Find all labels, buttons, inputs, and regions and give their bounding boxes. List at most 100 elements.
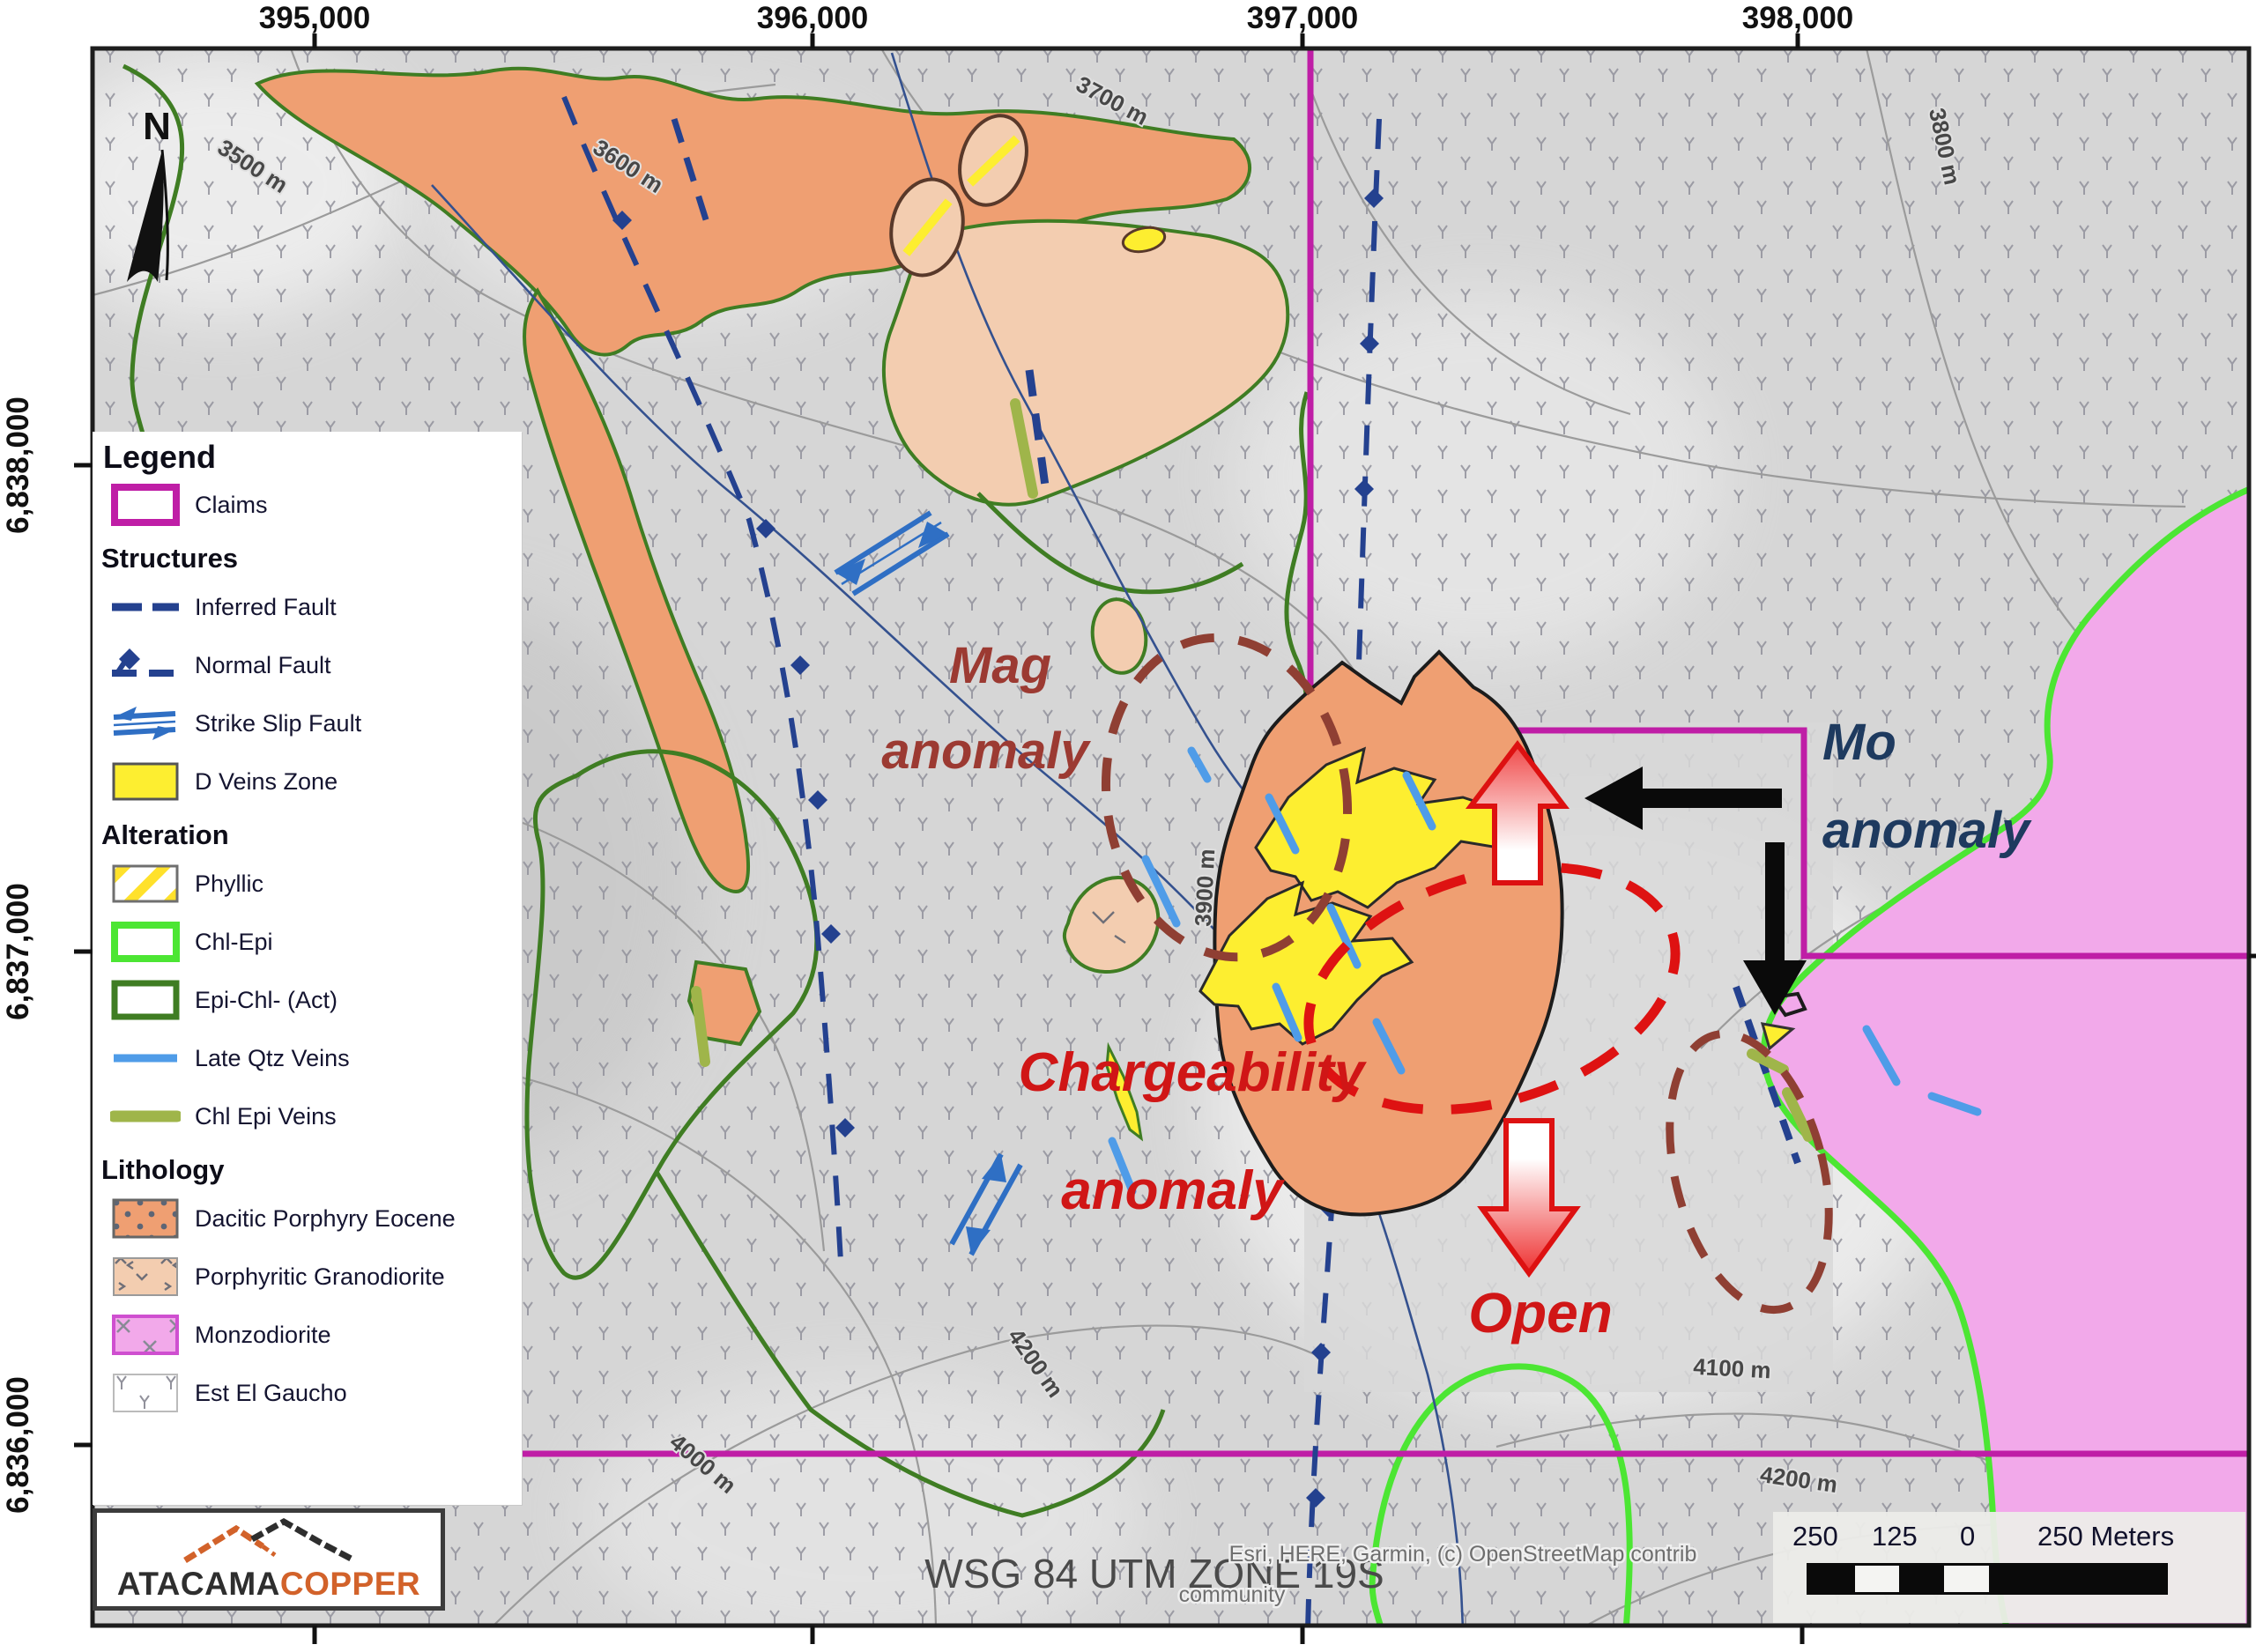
legend-row-phyllic: Phyllic <box>93 855 522 913</box>
legend-label-monzodiorite: Monzodiorite <box>195 1321 331 1348</box>
scale-label-250-left: 250 <box>1792 1521 1838 1552</box>
legend-panel: Legend Claims Structures Inferred Fault … <box>93 432 522 1505</box>
chl-epi-veins <box>691 398 1814 1142</box>
dacitic-island-left <box>687 960 761 1046</box>
axis-label-top-398000: 398,000 <box>1742 1 1854 35</box>
chargeability-label-line2: anomaly <box>1061 1160 1286 1221</box>
legend-label-chl-epi: Chl-Epi <box>195 928 273 955</box>
legend-label-dacitic: Dacitic Porphyry Eocene <box>195 1204 456 1232</box>
axis-label-top-395000: 395,000 <box>259 1 371 35</box>
legend-row-strike-slip: Strike Slip Fault <box>93 694 522 752</box>
scale-label-250-meters: 250 Meters <box>2037 1521 2175 1552</box>
legend-row-chl-epi: Chl-Epi <box>93 913 522 971</box>
strike-slip-swatch-icon <box>110 701 181 745</box>
porphyritic-granodiorite-region <box>881 219 1290 507</box>
legend-row-claims: Claims <box>93 476 522 534</box>
left-arrowhead-icon <box>1584 767 1643 830</box>
anomaly-annotations: Mag anomaly Chargeability anomaly Open M… <box>881 637 2032 1345</box>
legend-row-monzodiorite: Monzodiorite <box>93 1306 522 1364</box>
legend-label-late-qtz: Late Qtz Veins <box>195 1044 350 1071</box>
legend-label-chl-epi-veins: Chl Epi Veins <box>195 1102 337 1130</box>
legend-section-structures: Structures <box>101 543 239 574</box>
legend-section-lithology: Lithology <box>101 1154 225 1185</box>
north-needle-icon <box>127 150 164 282</box>
scale-bar-panel: 250 125 0 250 Meters <box>1773 1512 2245 1623</box>
logo-mountains-icon <box>183 1517 356 1564</box>
strike-slip-symbols <box>834 510 1023 1256</box>
axis-label-left-6838000: 6,838,000 <box>1 396 35 534</box>
mo-anomaly-pointer-arrows <box>1584 767 1807 1015</box>
vein-ovals-top <box>889 114 1167 278</box>
legend-title: Legend <box>103 439 217 475</box>
legend-label-inferred-fault: Inferred Fault <box>195 593 337 620</box>
chl-epi-swatch-icon <box>110 920 181 964</box>
chl-epi-veins-swatch-icon <box>110 1094 181 1138</box>
dacitic-porphyry-tail <box>523 289 751 894</box>
map-footer-texts: WSG 84 UTM ZONE 19S Esri, HERE, Garmin, … <box>924 1540 1699 1610</box>
axis-labels: 395,000 396,000 397,000 398,000 6,838,00… <box>1 1 1853 1514</box>
legend-row-dacitic: Dacitic Porphyry Eocene <box>93 1189 522 1248</box>
legend-row-normal-fault: Normal Fault <box>93 636 522 694</box>
legend-label-d-veins: D Veins Zone <box>195 767 338 795</box>
legend-row-epi-chl-act: Epi-Chl- (Act) <box>93 971 522 1029</box>
legend-label-epi-chl-act: Epi-Chl- (Act) <box>195 986 338 1013</box>
projection-label: WSG 84 UTM ZONE 19S <box>924 1551 1384 1596</box>
claims-swatch-icon <box>110 483 181 527</box>
atacama-copper-logo: ATACAMACOPPER <box>93 1508 445 1611</box>
legend-section-alteration: Alteration <box>101 819 229 850</box>
mag-anomaly-label-line2: anomaly <box>881 722 1091 780</box>
contour-label-4100: 4100 m <box>1693 1353 1772 1384</box>
small-outline-polygon-contact <box>1770 991 1807 1018</box>
down-arrowhead-icon <box>1743 960 1807 1015</box>
porphyritic-swatch-icon <box>110 1255 181 1299</box>
d-veins-swatch-icon <box>110 759 181 804</box>
down-open-arrow-icon <box>1477 1118 1581 1278</box>
claims-boundary <box>522 50 2249 1457</box>
logo-text-atacama: ATACAMA <box>116 1566 280 1602</box>
axis-label-top-396000: 396,000 <box>757 1 869 35</box>
attribution-text: Esri, HERE, Garmin, (c) OpenStreetMap co… <box>1229 1542 1697 1567</box>
contour-label-3900: 3900 m <box>1190 848 1221 928</box>
dacitic-swatch-icon <box>110 1196 181 1241</box>
legend-row-est-el-gaucho: Est El Gaucho <box>93 1364 522 1422</box>
mag-anomaly-ellipse <box>1101 633 1353 962</box>
legend-row-d-veins: D Veins Zone <box>93 752 522 811</box>
logo-wordmark: ATACAMACOPPER <box>117 1566 420 1603</box>
late-qtz-swatch-icon <box>110 1036 181 1080</box>
mo-anomaly-label-line2: anomaly <box>1822 802 2032 859</box>
legend-label-est-el-gaucho: Est El Gaucho <box>195 1379 347 1406</box>
up-trend-arrow-icon <box>1465 740 1570 885</box>
d-vein-triangle-contact <box>1760 1022 1796 1051</box>
legend-label-claims: Claims <box>195 491 268 518</box>
scale-label-0: 0 <box>1960 1521 1976 1552</box>
granodiorite-island-lower <box>1062 875 1161 974</box>
mo-anomaly-label-line1: Mo <box>1822 714 1896 771</box>
chl-epi-boundary-bottom <box>1369 1363 1633 1626</box>
normal-fault-swatch-icon <box>110 643 181 687</box>
d-vein-sliver <box>1105 1041 1144 1142</box>
open-target-ellipse <box>1666 1029 1833 1315</box>
legend-label-normal-fault: Normal Fault <box>195 651 331 678</box>
legend-row-late-qtz: Late Qtz Veins <box>93 1029 522 1087</box>
est-el-gaucho-swatch-icon <box>110 1371 181 1415</box>
axis-label-left-6837000: 6,837,000 <box>1 883 35 1020</box>
scale-label-125: 125 <box>1872 1521 1918 1552</box>
epi-chl-act-swatch-icon <box>110 978 181 1022</box>
mag-anomaly-label-line1: Mag <box>949 637 1051 694</box>
legend-label-porphyritic: Porphyritic Granodiorite <box>195 1263 445 1290</box>
legend-label-strike-slip: Strike Slip Fault <box>195 709 362 737</box>
logo-text-copper: COPPER <box>279 1566 421 1602</box>
north-arrow: N <box>127 105 171 282</box>
chargeability-anomaly-ellipse <box>1303 863 1681 1115</box>
chargeability-label-line1: Chargeability <box>1019 1042 1368 1103</box>
legend-row-porphyritic: Porphyritic Granodiorite <box>93 1248 522 1306</box>
legend-label-phyllic: Phyllic <box>195 870 264 897</box>
legend-row-chl-epi-veins: Chl Epi Veins <box>93 1087 522 1145</box>
attribution-text-2: community <box>1179 1582 1286 1607</box>
monzodiorite-region <box>1764 486 2249 1626</box>
scale-bar-icon <box>1807 1563 2168 1595</box>
phyllic-swatch-icon <box>110 862 181 906</box>
inferred-fault-swatch-icon <box>110 585 181 629</box>
late-qtz-veins <box>1108 746 1982 1196</box>
